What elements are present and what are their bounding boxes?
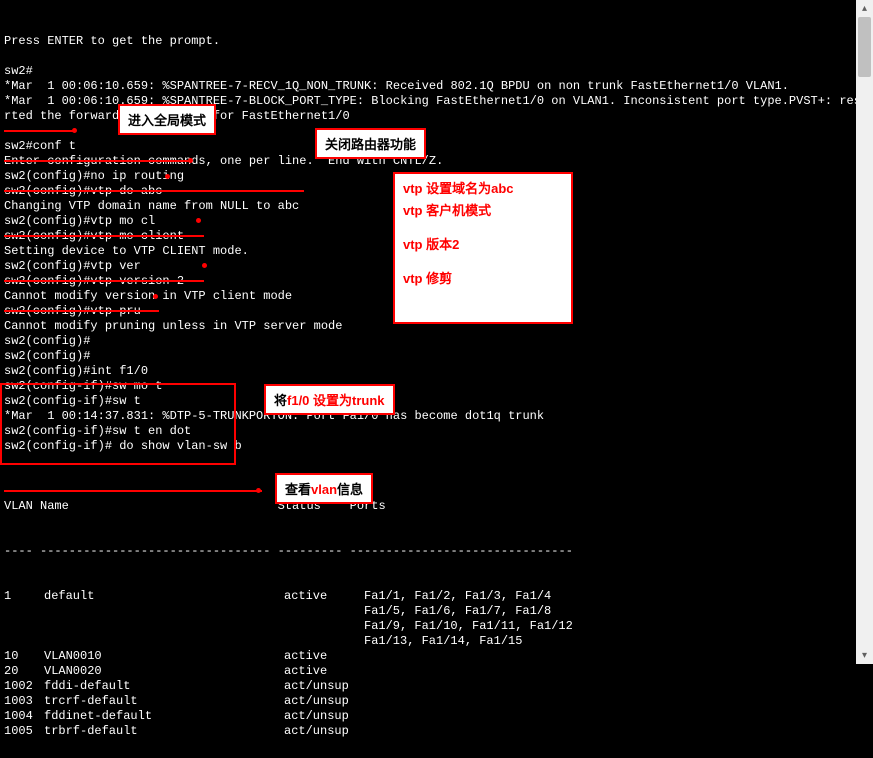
terminal-line: sw2(config)# (4, 349, 859, 364)
table-row: Fa1/5, Fa1/6, Fa1/7, Fa1/8 (4, 604, 573, 619)
table-row: 1005 trbrf-default act/unsup (4, 724, 573, 739)
terminal-line: sw2(config-if)#sw t en dot (4, 424, 859, 439)
arrow-vtp-do-abc (4, 190, 304, 192)
vlan-table: 1 default active Fa1/1, Fa1/2, Fa1/3, Fa… (4, 589, 573, 739)
terminal-line: sw2(config)# (4, 334, 859, 349)
table-row: 20 VLAN0020 active (4, 664, 573, 679)
arrow-vtp-client (4, 235, 204, 237)
terminal-line: sw2#conf t (4, 139, 859, 154)
arrow-show-vlan (4, 490, 262, 492)
terminal-line: sw2(config)#int f1/0 (4, 364, 859, 379)
callout-trunk: 将f1/0 设置为trunk (264, 384, 395, 415)
arrow-vtp-pru (4, 310, 159, 312)
terminal-line: *Mar 1 00:14:37.831: %DTP-5-TRUNKPORTON:… (4, 409, 859, 424)
scroll-up-button[interactable]: ▴ (856, 0, 873, 17)
terminal-line: sw2(config-if)# do show vlan-sw b (4, 439, 859, 454)
callout-global-mode: 进入全局模式 (118, 104, 216, 135)
table-row: 1002 fddi-default act/unsup (4, 679, 573, 694)
terminal-line: sw2(config-if)#sw t (4, 394, 859, 409)
vlan-divider: ---- -------------------------------- --… (4, 544, 859, 559)
table-row: Fa1/9, Fa1/10, Fa1/11, Fa1/12 (4, 619, 573, 634)
arrow-conf-t (4, 130, 74, 132)
scroll-down-button[interactable]: ▾ (856, 647, 873, 664)
callout-close-router: 关闭路由器功能 (315, 128, 426, 159)
terminal-line: sw2(config-if)#sw mo t (4, 379, 859, 394)
arrow-vtp-ver (4, 280, 204, 282)
table-row: Fa1/13, Fa1/14, Fa1/15 (4, 634, 573, 649)
callout-vtp-group: vtp 设置域名为abc vtp 客户机模式 vtp 版本2 vtp 修剪 (393, 172, 573, 324)
callout-view-vlan: 查看vlan信息 (275, 473, 373, 504)
table-row: 1004 fddinet-default act/unsup (4, 709, 573, 724)
vlan-header: VLAN Name Status Ports (4, 499, 859, 514)
terminal-line: Press ENTER to get the prompt. (4, 34, 859, 49)
table-row: 1003 trcrf-default act/unsup (4, 694, 573, 709)
terminal-line: *Mar 1 00:06:10.659: %SPANTREE-7-RECV_1Q… (4, 79, 859, 94)
terminal-line (4, 454, 859, 469)
scrollbar[interactable]: ▴ ▾ (856, 0, 873, 664)
terminal-line: sw2# (4, 64, 859, 79)
table-row: 1 default active Fa1/1, Fa1/2, Fa1/3, Fa… (4, 589, 573, 604)
table-row: 10 VLAN0010 active (4, 649, 573, 664)
arrow-no-ip-routing (4, 160, 190, 162)
terminal-line (4, 49, 859, 64)
scroll-thumb[interactable] (858, 17, 871, 77)
